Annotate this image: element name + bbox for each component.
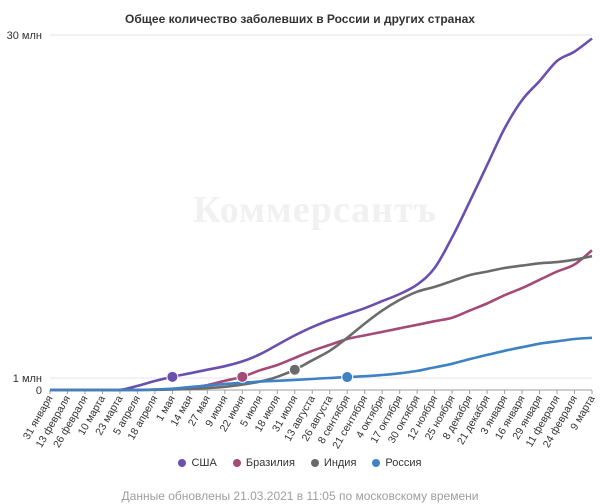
series-marker-3[interactable] xyxy=(341,371,354,384)
series-markers xyxy=(166,363,354,384)
legend-swatch xyxy=(178,459,187,467)
series-marker-2[interactable] xyxy=(288,363,301,376)
legend-label: США xyxy=(191,457,217,469)
legend-label: Индия xyxy=(323,457,357,469)
chart-title: Общее количество заболевших в России и д… xyxy=(125,12,475,26)
legend-swatch xyxy=(232,459,241,467)
legend-swatch xyxy=(372,459,381,467)
series-line-0 xyxy=(50,37,593,392)
series-line-1 xyxy=(50,249,593,392)
y-tick-labels: 01 млн 30 млн xyxy=(7,30,42,397)
series-marker-1[interactable] xyxy=(236,370,249,383)
series-line-3 xyxy=(50,336,593,392)
grid xyxy=(49,34,593,394)
legend-item[interactable]: Индия xyxy=(310,457,357,469)
legend-item[interactable]: Россия xyxy=(372,457,422,469)
y-tick-label: 1 млн xyxy=(13,373,42,385)
legend-label: Россия xyxy=(385,457,422,469)
legend-item[interactable]: Бразилия xyxy=(232,457,295,469)
watermark: Коммерсантъ xyxy=(193,189,437,231)
y-tick-label: 0 xyxy=(36,385,42,397)
series-lines xyxy=(50,37,593,392)
legend-item[interactable]: США xyxy=(178,457,217,469)
legend-swatch xyxy=(310,459,319,467)
update-footnote: Данные обновлены 21.03.2021 в 11:05 по м… xyxy=(121,489,479,503)
legend-label: Бразилия xyxy=(245,457,295,469)
series-marker-0[interactable] xyxy=(166,370,179,383)
legend: США Бразилия Индия Россия xyxy=(0,457,600,469)
y-tick-label: 30 млн xyxy=(7,30,42,42)
